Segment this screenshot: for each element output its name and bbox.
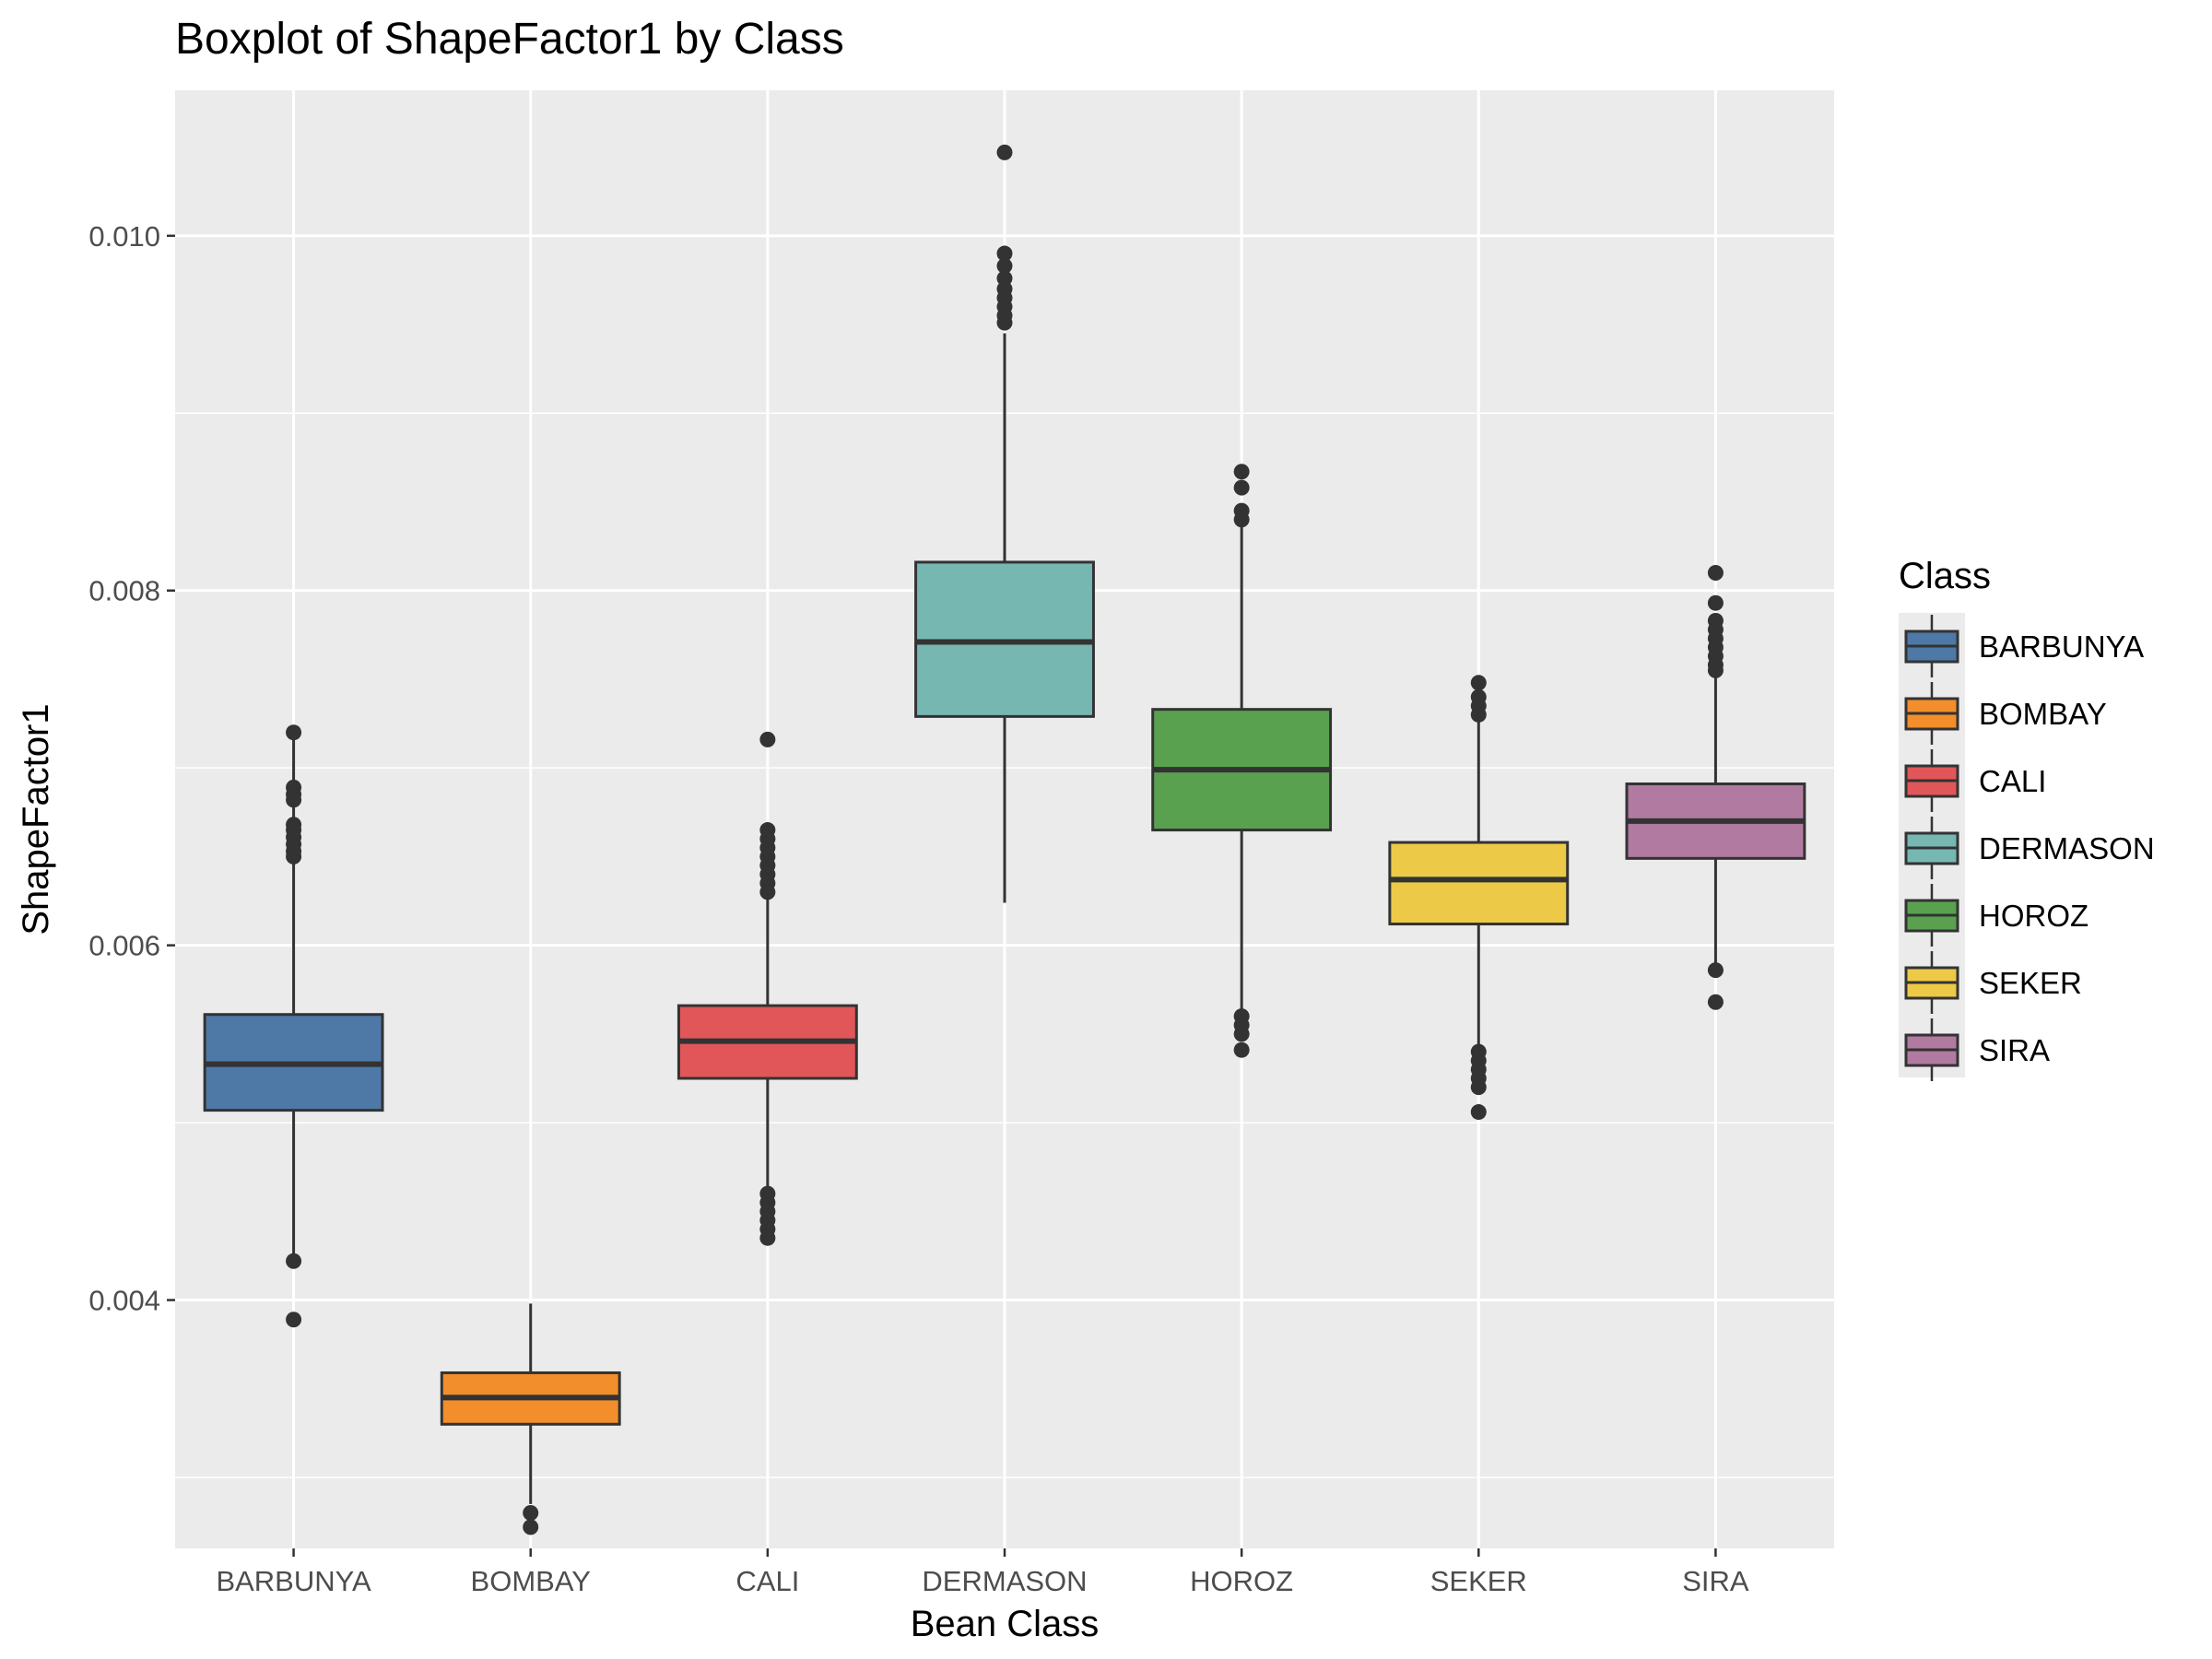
outlier-point [1470, 706, 1487, 723]
x-tick-label: BOMBAY [471, 1565, 591, 1597]
legend-item-horoz: HOROZ [1904, 884, 2088, 947]
outlier-point [1233, 1026, 1250, 1042]
box-layer [203, 144, 1806, 1535]
legend-label: HOROZ [1979, 899, 2088, 933]
outlier-point [759, 1230, 776, 1246]
legend-label: CALI [1979, 764, 2046, 798]
box-sira [1625, 564, 1806, 1010]
x-axis: BARBUNYA BOMBAY CALI DERMASON HOROZ SEKER SIRA [216, 1548, 1749, 1597]
legend-item-bombay: BOMBAY [1904, 682, 2107, 745]
y-tick-label: 0.010 [88, 220, 160, 253]
outlier-point [1233, 512, 1250, 528]
legend-label: DERMASON [1979, 831, 2155, 865]
box-barbunya [203, 724, 384, 1328]
legend-label: BARBUNYA [1979, 629, 2144, 664]
outlier-point [523, 1519, 539, 1535]
outlier-point [1233, 1041, 1250, 1058]
outlier-point [759, 884, 776, 900]
outlier-point [996, 258, 1013, 275]
box-bombay [440, 1303, 621, 1535]
x-tick-label: SEKER [1430, 1565, 1527, 1597]
outlier-point [286, 848, 302, 865]
legend-label: SIRA [1979, 1033, 2050, 1067]
legend: Class BARBUNYA BOMBAY CALI DERMASON HOROZ SEK… [1899, 556, 2155, 1081]
box-iqr [1388, 841, 1570, 926]
y-tick-label: 0.004 [88, 1285, 160, 1317]
legend-item-barbunya: BARBUNYA [1904, 615, 2144, 677]
legend-item-cali: CALI [1904, 749, 2046, 812]
box-horoz [1151, 464, 1333, 1058]
legend-label: SEKER [1979, 966, 2082, 1000]
outlier-point [1233, 464, 1250, 480]
outlier-point [286, 724, 302, 741]
legend-item-seker: SEKER [1904, 951, 2082, 1014]
outlier-point [1707, 994, 1724, 1010]
outlier-point [286, 1253, 302, 1269]
outlier-point [1470, 1079, 1487, 1096]
outlier-point [1470, 1104, 1487, 1121]
outlier-point [1707, 594, 1724, 611]
box-cali [677, 731, 858, 1246]
outlier-point [1707, 962, 1724, 979]
legend-title: Class [1899, 556, 1991, 596]
y-axis-title: ShapeFactor1 [16, 703, 56, 935]
y-tick-label: 0.008 [88, 575, 160, 607]
x-tick-label: CALI [735, 1565, 799, 1597]
outlier-point [996, 144, 1013, 160]
outlier-point [1707, 564, 1724, 581]
y-tick-label: 0.006 [88, 930, 160, 962]
outlier-point [759, 731, 776, 747]
x-tick-label: SIRA [1682, 1565, 1749, 1597]
x-axis-title: Bean Class [911, 1604, 1100, 1644]
outlier-point [286, 792, 302, 808]
x-tick-label: DERMASON [922, 1565, 1087, 1597]
chart-title: Boxplot of ShapeFactor1 by Class [175, 15, 844, 64]
legend-item-sira: SIRA [1904, 1018, 2050, 1081]
legend-label: BOMBAY [1979, 697, 2107, 731]
outlier-point [996, 314, 1013, 331]
outlier-point [1470, 675, 1487, 691]
outlier-point [996, 245, 1013, 262]
x-tick-label: BARBUNYA [216, 1565, 371, 1597]
outlier-point [286, 1312, 302, 1328]
outlier-point [523, 1505, 539, 1522]
x-tick-label: HOROZ [1190, 1565, 1293, 1597]
box-dermason [914, 144, 1095, 903]
box-seker [1388, 675, 1570, 1121]
legend-item-dermason: DERMASON [1904, 817, 2155, 879]
y-axis: 0.004 0.006 0.008 0.010 [88, 220, 175, 1317]
outlier-point [1707, 662, 1724, 678]
outlier-point [1233, 479, 1250, 496]
